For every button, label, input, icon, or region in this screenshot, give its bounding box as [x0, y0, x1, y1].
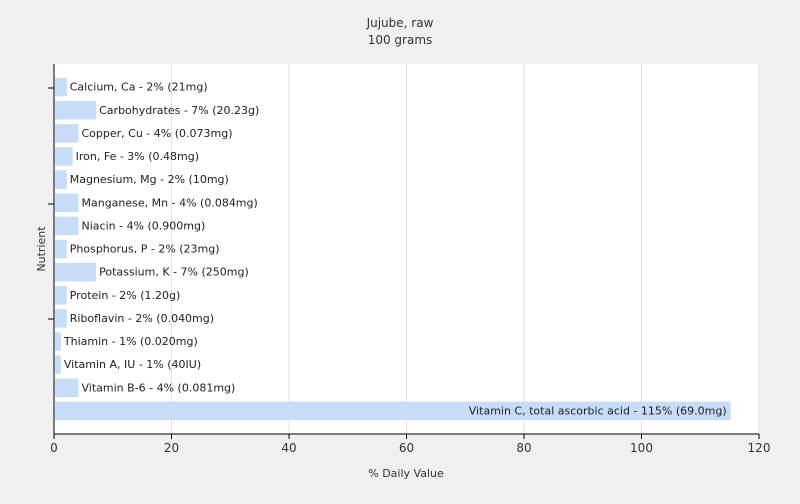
bar-labels: Calcium, Ca - 2% (21mg) Carbohydrates - 7…: [63, 81, 727, 418]
bar: [55, 193, 79, 212]
bar: [55, 401, 731, 421]
x-tick-label: 60: [399, 441, 414, 455]
bar-label: Copper, Cu - 4% (0.073mg): [82, 127, 233, 140]
bar: [55, 239, 67, 259]
bar: [55, 262, 97, 282]
x-tick-label: 80: [516, 441, 531, 455]
bar-label: Vitamin B-6 - 4% (0.081mg): [82, 381, 236, 394]
x-tick-label: 100: [630, 441, 653, 455]
x-tick-label: 40: [281, 441, 296, 455]
bar-label: Niacin - 4% (0.900mg): [82, 219, 206, 232]
bar-label: Carbohydrates - 7% (20.23g): [99, 104, 259, 117]
bar-label: Manganese, Mn - 4% (0.084mg): [82, 196, 258, 209]
bar: [55, 355, 61, 374]
grid-lines: [171, 64, 760, 434]
x-axis-label: % Daily Value: [368, 467, 444, 480]
bar: [55, 77, 67, 97]
x-ticks: 0 20 40 60 80 100 120: [50, 434, 770, 455]
chart-subtitle: 100 grams: [368, 33, 433, 47]
x-tick-label: 20: [164, 441, 179, 455]
x-tick-label: 0: [50, 441, 58, 455]
bar-label: Protein - 2% (1.20g): [70, 289, 181, 302]
bar-label: Vitamin C, total ascorbic acid - 115% (6…: [469, 404, 727, 417]
bar: [55, 286, 67, 305]
bar-label: Thiamin - 1% (0.020mg): [63, 335, 198, 348]
bar: [55, 170, 67, 189]
bar: [55, 124, 79, 143]
bar: [55, 216, 79, 236]
bar: [55, 332, 61, 351]
y-axis-label: Nutrient: [35, 226, 48, 272]
bar-label: Phosphorus, P - 2% (23mg): [70, 243, 220, 256]
chart-title: Jujube, raw: [366, 16, 434, 30]
bar-label: Calcium, Ca - 2% (21mg): [70, 81, 208, 94]
x-tick-label: 120: [748, 441, 771, 455]
bar: [55, 309, 67, 328]
bar-label: Vitamin A, IU - 1% (40IU): [64, 358, 201, 371]
bar-label: Riboflavin - 2% (0.040mg): [70, 312, 214, 325]
bar-label: Iron, Fe - 3% (0.48mg): [76, 150, 199, 163]
bar-label: Potassium, K - 7% (250mg): [99, 266, 249, 279]
bar: [55, 147, 73, 166]
bar: [55, 101, 97, 120]
bars: [55, 77, 731, 421]
bar-label: Magnesium, Mg - 2% (10mg): [70, 173, 229, 186]
bar: [55, 378, 79, 397]
